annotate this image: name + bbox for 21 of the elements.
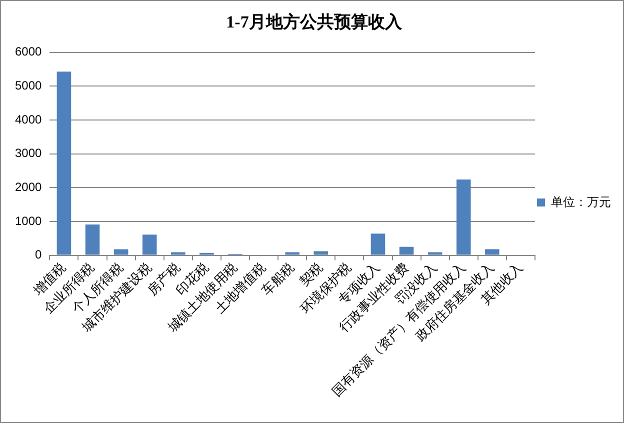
bar — [85, 224, 100, 255]
bar — [456, 180, 471, 255]
y-tick-label: 4000 — [14, 112, 42, 126]
y-tick-label: 0 — [35, 248, 42, 262]
bar — [428, 252, 442, 255]
bar — [399, 246, 414, 255]
y-tick-label: 2000 — [14, 180, 42, 194]
y-tick-label: 3000 — [14, 146, 42, 160]
bar — [114, 249, 128, 255]
bar — [370, 234, 386, 255]
bar — [171, 252, 186, 255]
y-tick-label: 1000 — [14, 214, 42, 228]
bar — [485, 249, 500, 255]
chart-title: 1-7月地方公共预算收入 — [226, 12, 403, 32]
bar — [285, 252, 300, 255]
legend-label: 单位：万元 — [551, 194, 611, 209]
y-tick-label: 6000 — [14, 44, 42, 59]
bar — [314, 251, 328, 255]
bar — [142, 234, 157, 255]
bar — [56, 72, 72, 255]
y-tick-label: 5000 — [14, 78, 42, 93]
